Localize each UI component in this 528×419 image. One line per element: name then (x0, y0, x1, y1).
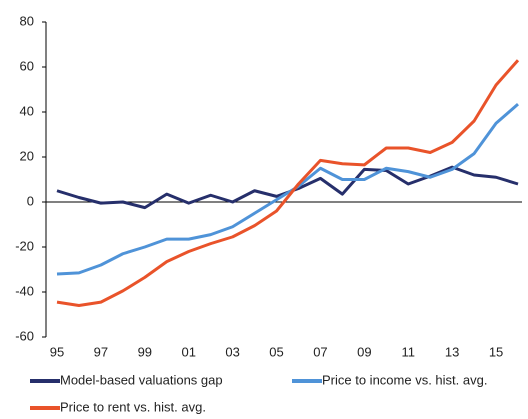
x-tick-label: 99 (138, 344, 152, 359)
y-tick-label: 0 (27, 193, 34, 208)
y-tick-label: 20 (20, 148, 34, 163)
y-tick-label: -40 (15, 283, 34, 298)
x-tick-label: 05 (269, 344, 283, 359)
series-line (56, 102, 519, 276)
x-tick-label: 01 (181, 344, 195, 359)
x-tick-label: 07 (313, 344, 327, 359)
legend-label: Model-based valuations gap (60, 372, 223, 387)
x-tick-label: 13 (445, 344, 459, 359)
x-tick-label: 95 (50, 344, 64, 359)
series-line (56, 59, 520, 307)
legend-label: Price to rent vs. hist. avg. (60, 399, 206, 414)
x-tick-label: 09 (357, 344, 371, 359)
y-tick-label: -60 (15, 328, 34, 343)
y-tick-label: 40 (20, 103, 34, 118)
y-tick-label: 80 (20, 13, 34, 28)
y-tick-label: -20 (15, 238, 34, 253)
x-tick-label: 97 (94, 344, 108, 359)
x-tick-label: 11 (401, 344, 415, 359)
x-tick-label: 03 (225, 344, 239, 359)
x-tick-label: 15 (489, 344, 503, 359)
legend-label: Price to income vs. hist. avg. (322, 372, 487, 387)
y-tick-label: 60 (20, 58, 34, 73)
